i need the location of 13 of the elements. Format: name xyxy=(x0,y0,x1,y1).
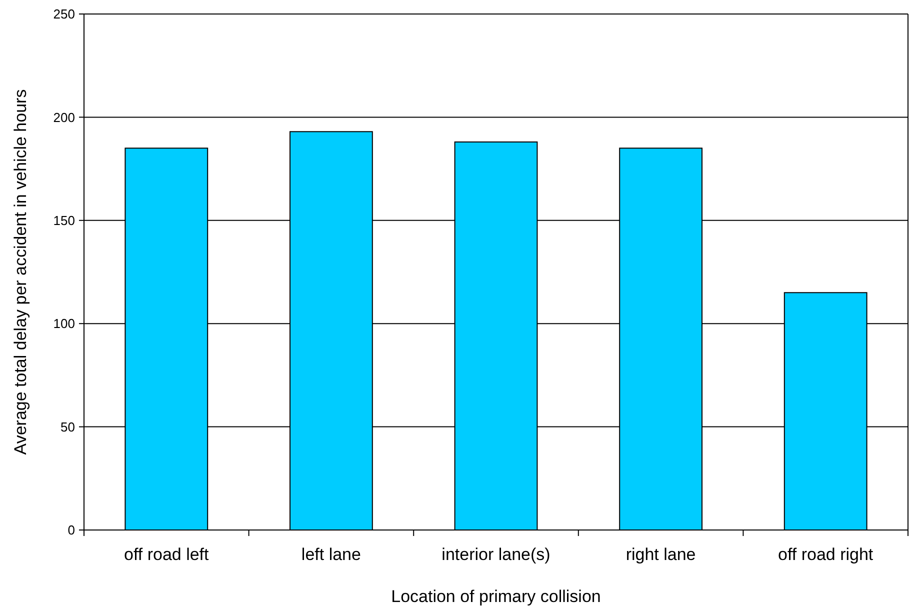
x-tick-label: off road right xyxy=(778,545,874,564)
x-tick-label: right lane xyxy=(626,545,696,564)
y-tick-label: 250 xyxy=(53,6,75,22)
y-tick-label: 0 xyxy=(68,522,75,538)
y-tick-label: 50 xyxy=(60,419,75,434)
y-tick-label: 150 xyxy=(53,212,75,228)
x-tick-label: interior lane(s) xyxy=(442,545,550,564)
x-tick-label: left lane xyxy=(301,545,361,564)
x-axis-title: Location of primary collision xyxy=(391,587,601,606)
x-tick-label: off road left xyxy=(124,545,210,564)
y-axis-title: Average total delay per accident in vehicle hours xyxy=(11,89,30,455)
y-tick-label: 200 xyxy=(53,110,75,125)
y-tick-label: 100 xyxy=(53,316,75,332)
